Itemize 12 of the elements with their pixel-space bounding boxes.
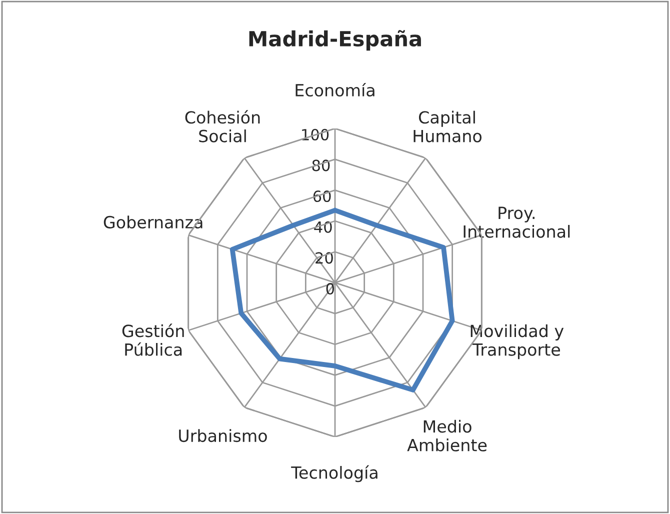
spoke-label: Proy. Internacional bbox=[464, 206, 570, 238]
spoke-label: Gobernanza bbox=[104, 216, 202, 229]
spoke-label: Urbanismo bbox=[179, 429, 267, 442]
spoke-label: Movilidad y Transporte bbox=[470, 324, 564, 360]
spoke-label: Economía bbox=[296, 82, 374, 97]
chart-title: Madrid-España bbox=[249, 30, 421, 51]
spoke-label: Gestión Pública bbox=[122, 324, 184, 356]
spoke-label: Cohesión Social bbox=[185, 110, 260, 142]
spoke-label: Tecnología bbox=[291, 465, 378, 482]
y-tick-label: 0 bbox=[326, 282, 334, 295]
spoke-label: Medio Ambiente bbox=[407, 420, 487, 452]
spoke-label: Capital Humano bbox=[414, 110, 482, 142]
